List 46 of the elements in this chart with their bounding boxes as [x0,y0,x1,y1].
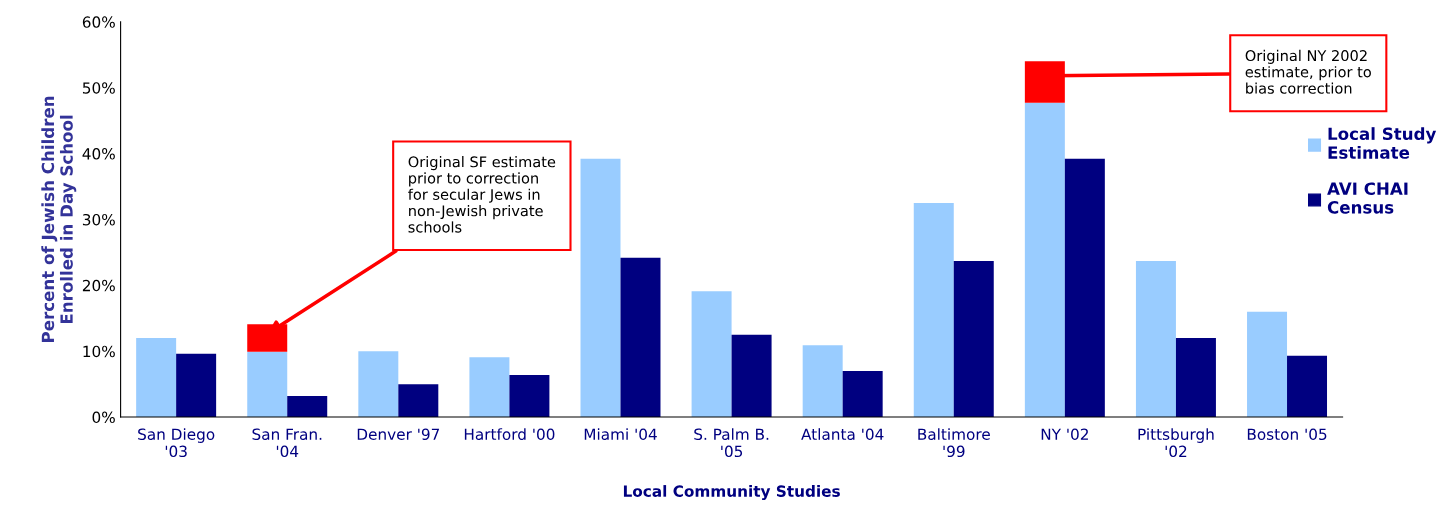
y-tick-label: 50% [82,82,115,94]
bar [509,374,550,418]
bar [580,158,621,418]
y-tick-label: 0% [92,411,115,424]
x-tick-label: Miami '04 [584,428,657,441]
bar [913,202,954,418]
x-tick-label: Boston '05 [1247,428,1327,441]
bar [1024,102,1065,418]
y-tick-label: 20% [82,279,115,292]
bar [1175,338,1216,418]
y-axis-title: Percent of Jewish Children Enrolled in Day School [41,96,77,342]
bar [1135,260,1176,418]
bar [1287,355,1328,418]
bar [287,395,328,418]
bar [1064,158,1105,418]
bar [691,291,732,418]
x-tick-label: San Diego '03 [138,428,215,458]
x-axis-title: Local Community Studies [623,485,840,500]
bar [358,351,399,418]
y-tick-label: 60% [82,16,115,28]
bar [731,334,772,418]
x-tick-label: Atlanta '04 [801,428,884,441]
x-tick-label: Baltimore '99 [918,428,990,458]
bar [398,384,439,418]
x-tick-label: NY '02 [1041,428,1088,441]
legend-label: Local Study Estimate [1328,127,1437,159]
legend-label: AVI CHAI Census [1327,182,1408,214]
x-tick-label: Pittsburgh '02 [1138,428,1214,458]
x-tick-label: San Fran. '04 [252,428,322,458]
annotation: Original NY 2002 estimate, prior to bias correction [1245,49,1371,94]
y-tick-label: 40% [82,148,115,160]
bar [469,357,510,418]
x-tick-label: Hartford '00 [464,428,555,441]
bar [247,351,288,418]
bar [1247,311,1288,418]
x-tick-label: S. Palm B. '05 [694,428,769,458]
y-tick-label: 30% [82,213,115,226]
bar [176,353,217,418]
bar [802,345,843,418]
bar [136,338,177,418]
x-tick-label: Denver '97 [357,428,440,441]
annotation: Original SF estimate prior to correction for secular Jews in non-Jewish private schools [408,156,556,233]
bar [842,370,883,418]
bar [620,257,661,418]
bar [953,260,994,418]
y-tick-label: 10% [83,345,115,358]
